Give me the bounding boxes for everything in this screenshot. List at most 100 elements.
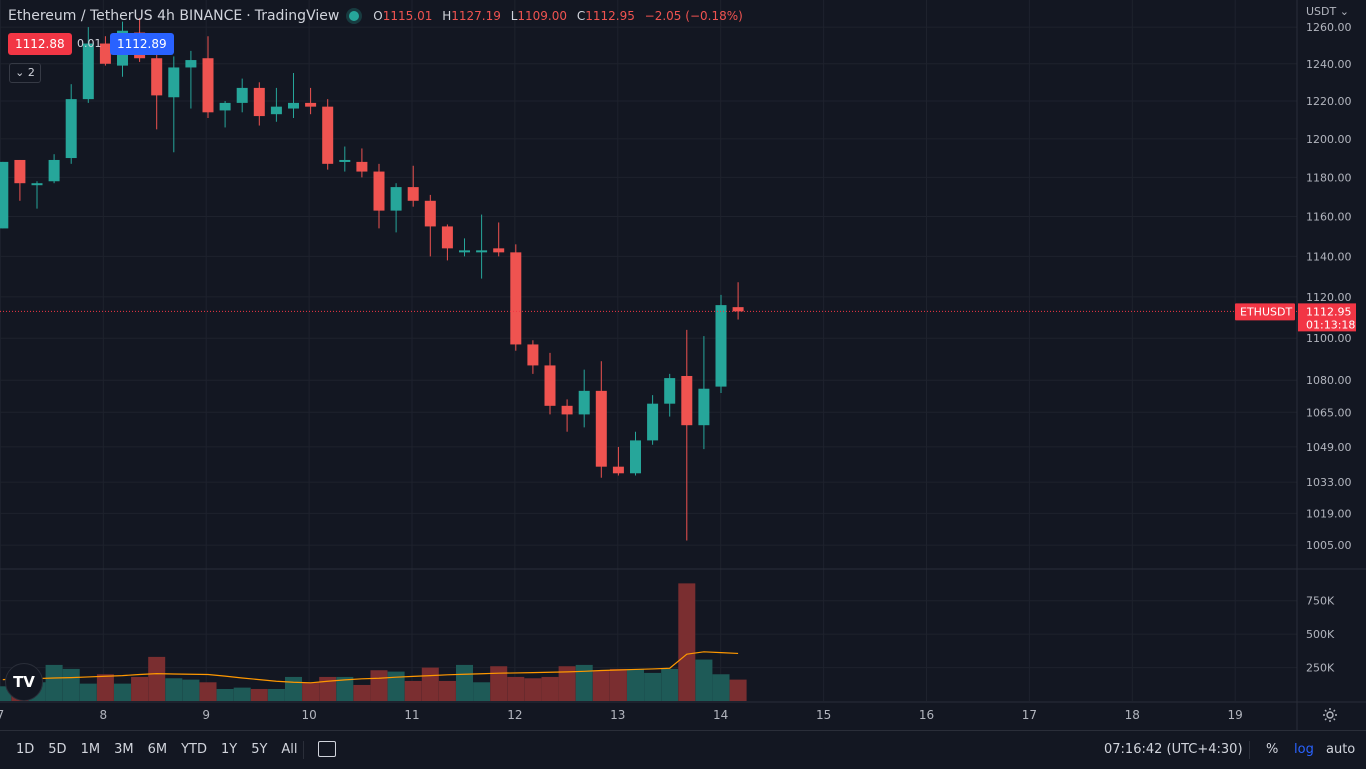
change-value: −2.05 (−0.18%) — [644, 9, 743, 23]
candle-body — [441, 226, 453, 249]
candle-body — [732, 307, 744, 312]
volume-tick-label: 500K — [1306, 628, 1335, 641]
candle-body — [219, 102, 231, 111]
volume-bar — [319, 676, 337, 701]
symbol-legend: Ethereum / TetherUS 4h BINANCE · Trading… — [8, 8, 749, 24]
volume-bar — [421, 667, 439, 701]
source-label: TradingView — [254, 8, 340, 24]
candle-body — [459, 250, 470, 253]
high-value: 1127.19 — [451, 9, 501, 23]
range-1y[interactable]: 1Y — [220, 742, 238, 757]
volume-bar — [712, 674, 730, 701]
volume-bar — [558, 666, 576, 701]
volume-bar — [250, 688, 268, 701]
candle-body — [253, 87, 265, 117]
range-5d[interactable]: 5D — [48, 742, 67, 757]
candle-body — [356, 161, 368, 172]
volume-bar — [678, 583, 696, 701]
candle-body — [698, 388, 710, 426]
volume-bar — [507, 676, 525, 701]
volume-bar — [148, 656, 166, 701]
candle-body — [561, 405, 573, 415]
volume-bar — [45, 664, 63, 701]
volume-bar — [524, 678, 542, 701]
range-all[interactable]: All — [281, 742, 298, 757]
percent-scale-toggle[interactable]: % — [1266, 742, 1279, 757]
price-tick-label: 1240.00 — [1306, 58, 1352, 71]
range-3m[interactable]: 3M — [114, 742, 134, 757]
volume-tick-label: 250K — [1306, 662, 1335, 675]
time-tick-label: 19 — [1228, 708, 1243, 722]
currency-selector[interactable]: USDT ⌄ — [1306, 5, 1349, 18]
volume-bar — [0, 686, 12, 701]
volume-bar — [165, 678, 183, 701]
candle-body — [424, 200, 436, 227]
chevron-down-icon: ⌄ — [1339, 5, 1349, 18]
open-label: O — [373, 9, 383, 23]
time-tick-label: 9 — [202, 708, 210, 722]
candle-body — [407, 187, 419, 201]
candle-body — [31, 183, 43, 186]
buy-button[interactable]: 1112.89 — [110, 33, 174, 55]
range-1m[interactable]: 1M — [80, 742, 101, 757]
market-status-icon[interactable] — [349, 11, 360, 21]
range-5y[interactable]: 5Y — [251, 742, 268, 757]
chart-canvas[interactable]: 1260.00 1240.00 1220.00 1200.00 1180.00 1160.… — [0, 0, 1366, 730]
volume-bar — [695, 659, 713, 701]
volume-bar — [79, 683, 97, 701]
volume-bar — [267, 688, 285, 701]
time-tick-label: 8 — [99, 708, 107, 722]
volume-bar — [96, 674, 114, 701]
ohlc-values: O1115.01 H1127.19 L1109.00 C1112.95 −2.0… — [373, 9, 749, 23]
candle-body — [664, 378, 676, 404]
volume-bar — [216, 688, 234, 701]
indicators-count: 2 — [27, 66, 35, 79]
candle-body — [0, 161, 9, 229]
sell-button[interactable]: 1112.88 — [8, 33, 72, 55]
price-tick-label: 1140.00 — [1306, 250, 1352, 263]
candle-body — [339, 159, 351, 162]
interval-label[interactable]: 4h — [157, 8, 175, 24]
auto-scale-toggle[interactable]: auto — [1326, 742, 1356, 757]
volume-bar — [114, 683, 131, 701]
volume-bar — [661, 668, 679, 701]
volume-bar — [456, 664, 473, 701]
time-tick-label: 15 — [816, 708, 831, 722]
candle-body — [288, 102, 299, 109]
candle-body — [14, 159, 26, 184]
volume-bar — [233, 687, 251, 701]
range-1d[interactable]: 1D — [16, 742, 35, 757]
volume-bar — [473, 682, 491, 701]
go-to-date-icon[interactable] — [318, 741, 336, 757]
range-ytd[interactable]: YTD — [181, 742, 207, 757]
price-tick-label: 1160.00 — [1306, 211, 1352, 224]
candle-body — [476, 250, 488, 253]
candle-body — [647, 403, 659, 441]
volume-bar — [541, 676, 559, 701]
candle-body — [595, 390, 607, 467]
gear-icon[interactable] — [1322, 707, 1338, 723]
volume-bar — [336, 676, 354, 701]
spread-value: 0.01 — [77, 37, 102, 50]
candle-body — [544, 365, 556, 406]
volume-tick-label: 750K — [1306, 595, 1335, 608]
candle-body — [270, 106, 282, 115]
time-tick-label: 7 — [0, 708, 4, 722]
volume-bar — [62, 668, 80, 701]
volume-bar — [182, 679, 200, 701]
candle-body — [151, 58, 163, 96]
price-tick-label: 1080.00 — [1306, 374, 1352, 387]
symbol-name[interactable]: Ethereum / TetherUS — [8, 8, 153, 24]
candle-body — [373, 171, 385, 211]
close-label: C — [576, 9, 586, 23]
clock-timezone[interactable]: 07:16:42 (UTC+4:30) — [1104, 742, 1243, 757]
tradingview-logo[interactable]: TV — [5, 663, 43, 701]
volume-bar — [285, 676, 302, 701]
range-6m[interactable]: 6M — [147, 742, 168, 757]
price-tick-label: 1220.00 — [1306, 95, 1352, 108]
legend-dot-separator: · — [246, 8, 251, 24]
log-scale-toggle[interactable]: log — [1294, 742, 1314, 757]
volume-bar — [131, 676, 149, 701]
indicators-collapse-button[interactable]: ⌄ 2 — [9, 63, 41, 83]
volume-bar — [490, 666, 508, 701]
